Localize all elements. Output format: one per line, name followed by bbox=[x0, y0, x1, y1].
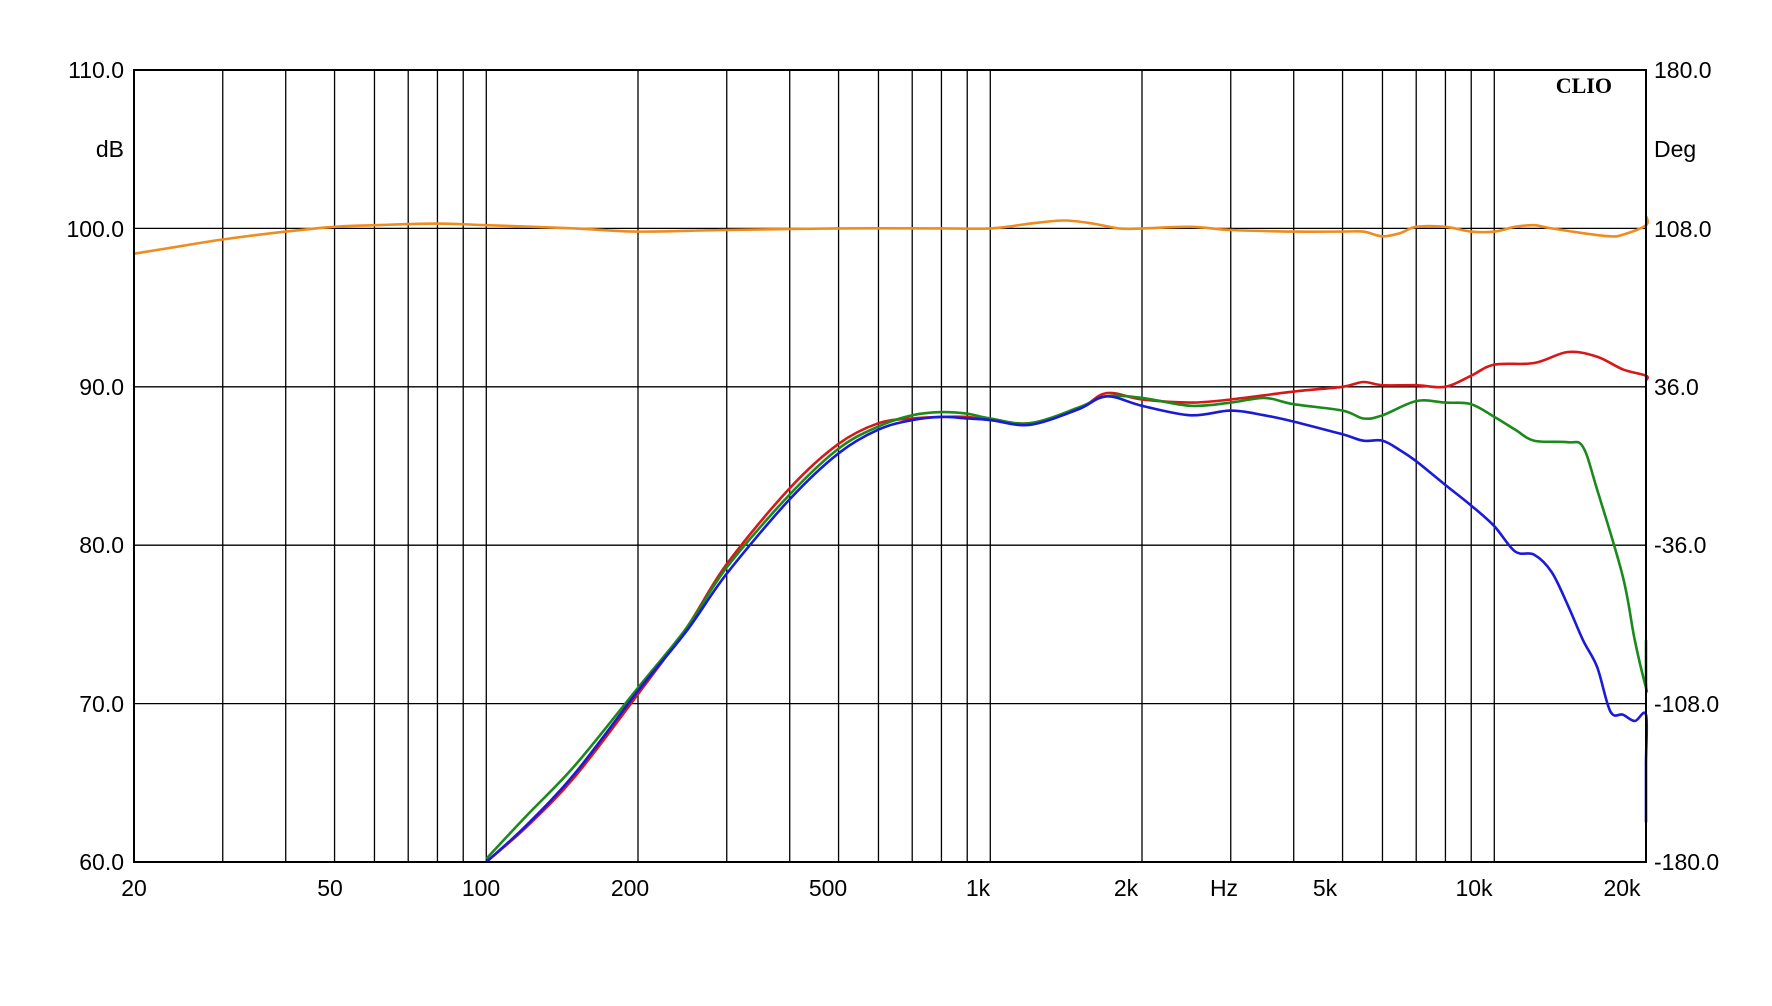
series-line-3 bbox=[485, 394, 1649, 863]
x-tick-label: 20 bbox=[121, 875, 147, 901]
y-tick-label: 100.0 bbox=[66, 216, 124, 242]
y-tick-label: 90.0 bbox=[79, 374, 124, 400]
y-tick-label: 80.0 bbox=[79, 532, 124, 558]
series-line-2 bbox=[485, 394, 1649, 860]
x-tick-label: 50 bbox=[317, 875, 343, 901]
y2-axis-label: Deg bbox=[1654, 136, 1696, 162]
y2-tick-label: -180.0 bbox=[1654, 849, 1719, 875]
x-tick-label: 10k bbox=[1455, 875, 1493, 901]
clio-brand-label: CLIO bbox=[1556, 73, 1612, 98]
y2-tick-label: -36.0 bbox=[1654, 532, 1706, 558]
x-tick-label: 100 bbox=[462, 875, 500, 901]
x-tick-label: 20k bbox=[1603, 875, 1641, 901]
grid bbox=[134, 70, 1646, 862]
y-tick-label: 60.0 bbox=[79, 849, 124, 875]
y2-tick-label: 180.0 bbox=[1654, 57, 1712, 83]
y-axis-label: dB bbox=[96, 136, 124, 162]
series-group bbox=[133, 215, 1649, 863]
y2-tick-label: -108.0 bbox=[1654, 691, 1719, 717]
x-tick-label: 2k bbox=[1114, 875, 1139, 901]
x-tick-label: 500 bbox=[809, 875, 847, 901]
x-tick-label: 5k bbox=[1313, 875, 1338, 901]
y2-axis-ticks: 180.0 108.0 36.0 -36.0 -108.0 -180.0 bbox=[1654, 57, 1719, 875]
series-line-0 bbox=[133, 215, 1649, 255]
y-tick-label: 70.0 bbox=[79, 691, 124, 717]
x-tick-label: 200 bbox=[611, 875, 649, 901]
x-axis-ticks: 20 50 100 200 500 1k 2k Hz 5k 10k 20k bbox=[121, 875, 1641, 901]
y-tick-label: 110.0 bbox=[68, 57, 124, 83]
plot-frame bbox=[133, 69, 1647, 863]
y2-tick-label: 36.0 bbox=[1654, 374, 1699, 400]
y-axis-ticks: 110.0 100.0 90.0 80.0 70.0 60.0 bbox=[66, 57, 124, 875]
x-axis-label: Hz bbox=[1210, 875, 1238, 901]
x-tick-label: 1k bbox=[966, 875, 991, 901]
y2-tick-label: 108.0 bbox=[1654, 216, 1712, 242]
